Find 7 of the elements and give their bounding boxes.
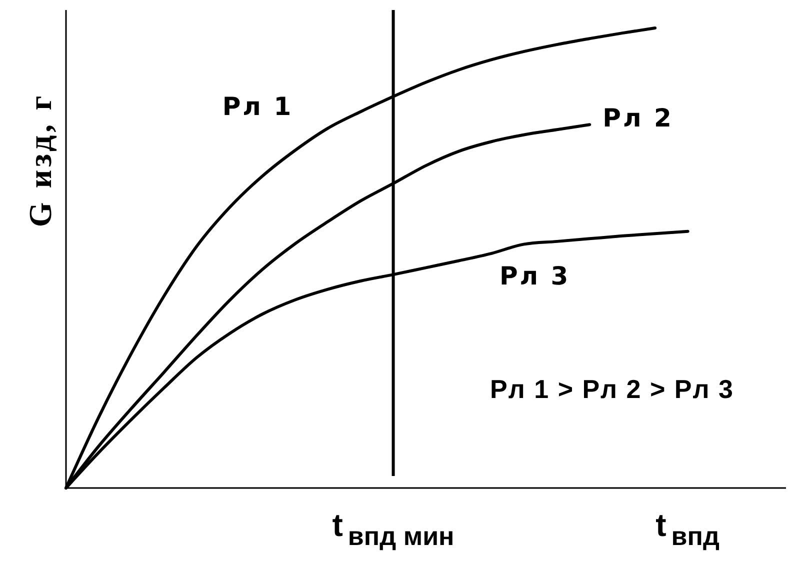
y-axis-title: G изд, г xyxy=(22,92,58,228)
x-tick-label: t$_{впд мин}$ xyxy=(332,507,454,552)
series-label: Рл 1 xyxy=(222,92,294,122)
annotation: Рл 1 > Рл 2 > Рл 3 xyxy=(490,374,734,404)
series-label: Рл 3 xyxy=(499,261,570,290)
series-label: Рл 2 xyxy=(602,104,674,133)
x-tick-label: t$_{впд}$ xyxy=(656,507,720,552)
